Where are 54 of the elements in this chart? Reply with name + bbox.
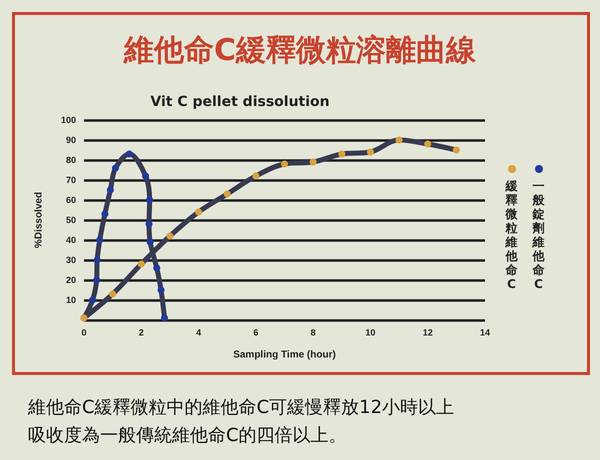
legend-label: 一般錠劑維他命C (532, 179, 545, 291)
point (112, 164, 120, 172)
y-tick-label: 90 (66, 135, 76, 145)
chart-subtitle: Vit C pellet dissolution (150, 94, 330, 110)
point (94, 256, 101, 264)
point (281, 160, 288, 168)
x-tick-label: 0 (81, 328, 87, 338)
y-tick-label: 20 (66, 275, 76, 285)
point (252, 172, 260, 180)
point (146, 238, 154, 246)
x-tick-label: 14 (480, 328, 490, 338)
point (366, 148, 374, 156)
point (146, 196, 154, 204)
x-tick-label: 4 (196, 328, 202, 338)
point (310, 158, 317, 166)
point (138, 260, 145, 268)
point (126, 150, 133, 158)
point (224, 190, 231, 198)
point (89, 296, 96, 304)
y-tick-label: 80 (66, 155, 76, 165)
y-tick-label: 40 (66, 235, 76, 245)
point (424, 140, 432, 148)
y-tick-label: 10 (66, 295, 76, 305)
point (160, 314, 168, 322)
point (195, 208, 202, 216)
legend-label: 緩釋微粒維他命C (505, 179, 518, 291)
x-axis-title: Sampling Time (hour) (233, 350, 336, 360)
point (109, 290, 116, 298)
y-tick-label: 60 (66, 195, 76, 205)
point (158, 286, 165, 294)
point (93, 276, 100, 284)
text: 吸收度為一般傳統維他命C的四倍以上。 (28, 424, 348, 448)
point (101, 210, 108, 218)
point (452, 146, 460, 154)
y-axis-title: %Dissolved (34, 192, 44, 248)
y-tick-label: 100 (60, 115, 76, 125)
point (146, 220, 153, 228)
y-tick-label: 50 (66, 215, 76, 225)
x-tick-label: 10 (365, 328, 376, 338)
y-tick-label: 70 (66, 175, 76, 185)
y-tick-label: 30 (66, 255, 76, 265)
point (96, 236, 104, 244)
point (166, 232, 174, 240)
point (142, 172, 150, 180)
x-tick-label: 6 (253, 328, 258, 338)
point (153, 264, 160, 272)
point (396, 136, 403, 144)
point (106, 186, 114, 194)
chart-title: 維他命C緩釋微粒溶離曲線 (122, 32, 478, 70)
x-tick-label: 8 (310, 328, 316, 338)
point (338, 150, 346, 158)
x-tick-label: 12 (422, 328, 433, 338)
text: 維他命C緩釋微粒中的維他命C可緩慢釋放12小時以上 (28, 396, 454, 420)
x-tick-label: 2 (138, 328, 144, 338)
